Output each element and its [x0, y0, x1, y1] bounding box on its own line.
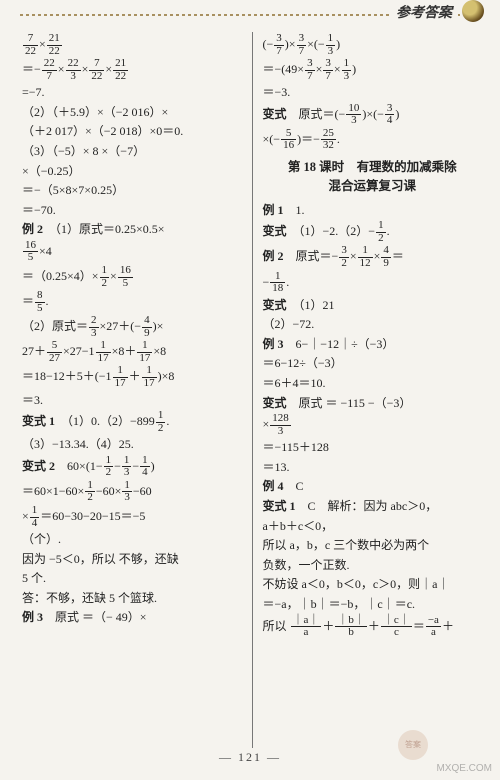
expr: 27＋527×27−1117×8＋117×8	[22, 340, 242, 364]
watermark-badge-icon: 答案	[398, 730, 428, 760]
page-body: 722×2122 ＝−227×223×722×2122 =−7. （2）（＋5.…	[0, 28, 500, 748]
expr: ＝−a，｜b｜＝−b，｜c｜＝c.	[263, 595, 483, 614]
variant-label: 变式 1 C 解析：因为 abc＞0，	[263, 497, 483, 516]
example-label: 例 4 C	[263, 477, 483, 496]
expr: −118.	[263, 271, 483, 295]
expr: ＝6−12÷（−3）	[263, 354, 483, 373]
expr: 不妨设 a＜0，b＜0，c＞0，则｜a｜	[263, 575, 483, 594]
expr: ＝−3.	[263, 83, 483, 102]
expr: 5 个.	[22, 569, 242, 588]
variant-label: 变式 （1）21	[263, 296, 483, 315]
expr: ＝6＋4＝10.	[263, 374, 483, 393]
globe-icon	[462, 0, 484, 22]
expr: ＝−（5×8×7×0.25）	[22, 181, 242, 200]
expr: ＝−70.	[22, 201, 242, 220]
header-title: 参考答案	[392, 2, 456, 22]
example-label: 例 3 原式 ＝（− 49）×	[22, 608, 242, 627]
expr: 因为 −5＜0，所以 不够，还缺	[22, 550, 242, 569]
example-label: 例 2 原式＝−32×112×49＝	[263, 245, 483, 269]
expr: ＝85.	[22, 290, 242, 314]
variant-label: 变式 原式 ＝ −115 −（−3）	[263, 394, 483, 413]
expr: =−7.	[22, 83, 242, 102]
expr: ＝60×1−60×12−60×13−60	[22, 480, 242, 504]
section-title: 第 18 课时 有理数的加减乘除 混合运算复习课	[263, 158, 483, 197]
expr: ＝−115＋128	[263, 438, 483, 457]
expr: ＝13.	[263, 458, 483, 477]
expr: （个）.	[22, 530, 242, 549]
expr: （3）−13.34.（4）25.	[22, 435, 242, 454]
variant-label: 变式 （1）−2.（2）−12.	[263, 220, 483, 244]
expr: ＝−(49×37×37×13)	[263, 58, 483, 82]
expr: ×14＝60−30−20−15＝−5	[22, 505, 242, 529]
expr: 165×4	[22, 240, 242, 264]
variant-label: 变式 2 60×(1−12−13−14)	[22, 455, 242, 479]
example-label: 例 1 1.	[263, 201, 483, 220]
page-header: 参考答案	[0, 0, 500, 28]
expr: 所以 a，b，c 三个数中必为两个	[263, 536, 483, 555]
expr: 所以 ｜a｜a＋｜b｜b＋｜c｜c＝−aa＋	[263, 615, 483, 639]
example-label: 例 3 6−｜−12｜÷（−3）	[263, 335, 483, 354]
expr: ＝（0.25×4）×12×165	[22, 265, 242, 289]
expr: ＝3.	[22, 391, 242, 410]
example-label: 例 2 （1）原式＝0.25×0.5×	[22, 220, 242, 239]
expr: (−37)×37×(−13)	[263, 33, 483, 57]
expr: ×(−516)＝−2532.	[263, 128, 483, 152]
variant-label: 变式 1 （1）0.（2）−89912.	[22, 410, 242, 434]
expr: （2）（＋5.9）×（−2 016）×	[22, 103, 242, 122]
expr: ＝18−12＋5＋(−1117＋117)×8	[22, 365, 242, 389]
expr: 答：不够，还缺 5 个篮球.	[22, 589, 242, 608]
expr: 722×2122	[22, 33, 242, 57]
expr: ＝−227×223×722×2122	[22, 58, 242, 82]
expr: 负数，一个正数.	[263, 556, 483, 575]
watermark-url: MXQE.COM	[436, 763, 492, 774]
expr: （3）（−5）× 8 ×（−7）	[22, 142, 242, 161]
expr: ×1283	[263, 413, 483, 437]
left-column: 722×2122 ＝−227×223×722×2122 =−7. （2）（＋5.…	[22, 32, 252, 748]
expr: （2）−72.	[263, 315, 483, 334]
variant-label: 变式 原式＝(−103)×(−34)	[263, 103, 483, 127]
expr: ×（−0.25）	[22, 162, 242, 181]
expr: （2）原式＝23×27＋(−49)×	[22, 315, 242, 339]
expr: （＋2 017）×（−2 018）×0＝0.	[22, 122, 242, 141]
expr: a＋b＋c＜0，	[263, 517, 483, 536]
right-column: (−37)×37×(−13) ＝−(49×37×37×13) ＝−3. 变式 原…	[253, 32, 483, 748]
